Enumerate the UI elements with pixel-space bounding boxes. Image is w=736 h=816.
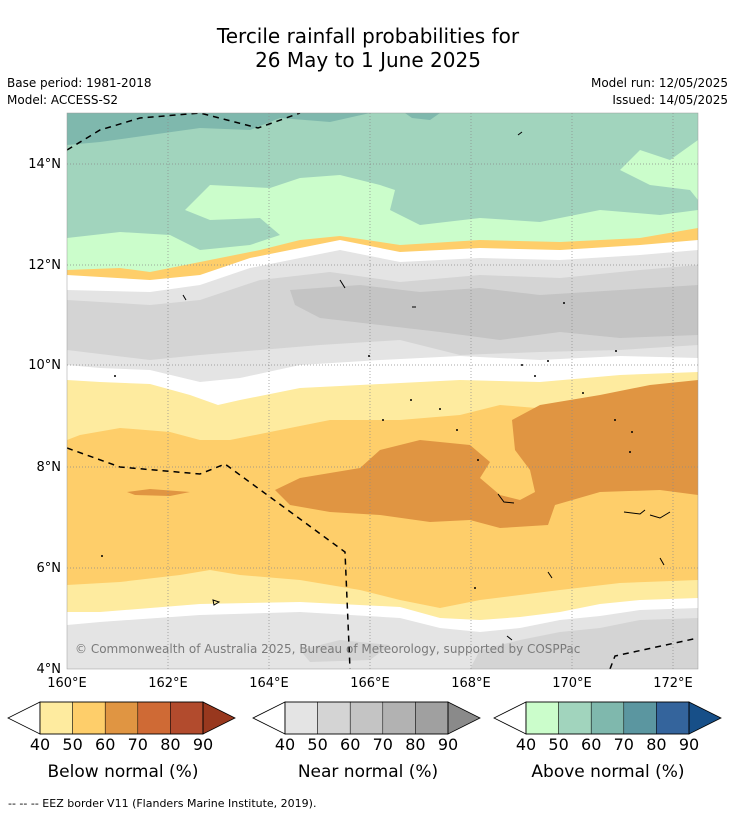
colorbar-tick-label: 70 — [128, 735, 148, 754]
colorbar-tick-label: 40 — [275, 735, 295, 754]
map-fill: © Commonwealth of Australia 2025, Bureau… — [67, 113, 698, 669]
islands — [182, 131, 671, 641]
latitude-label: 4°N — [37, 662, 62, 677]
longitude-label: 168°E — [451, 676, 491, 691]
colorbar-tick-label: 90 — [193, 735, 213, 754]
colorbar-swatch — [623, 701, 657, 735]
colorbar-tick-label: 60 — [340, 735, 360, 754]
colorbar-extend-high — [202, 701, 236, 735]
colorbar: 40 50 60 70 80 90 — [493, 701, 722, 754]
colorbar-tick-label: 80 — [646, 735, 666, 754]
probability-map: © Commonwealth of Australia 2025, Bureau… — [28, 112, 699, 691]
below-normal-colorbar-title: Below normal (%) — [47, 762, 199, 782]
colorbar-tick-label: 80 — [160, 735, 180, 754]
colorbar-extend-low — [7, 701, 41, 735]
colorbar-extend-low — [252, 701, 286, 735]
model-run-label: Model run: 12/05/2025 — [590, 76, 728, 90]
latitude-label: 12°N — [28, 258, 61, 273]
colorbar-tick-label: 50 — [548, 735, 568, 754]
colorbar-frame — [39, 701, 204, 735]
colorbar-swatch — [525, 701, 559, 735]
colorbar-swatch — [72, 701, 106, 735]
no-signal-band-middle — [67, 356, 698, 410]
longitude-label: 170°E — [552, 676, 592, 691]
colorbar-swatch — [137, 701, 171, 735]
colorbar-extend-low — [493, 701, 527, 735]
colorbars: 40 50 60 70 80 90 40 50 60 70 80 90 40 50 60 70 80 90 — [7, 701, 722, 754]
colorbar-swatch — [382, 701, 416, 735]
above-normal-60-patch — [405, 113, 440, 120]
model-label: Model: ACCESS-S2 — [7, 93, 119, 107]
colorbar-tick-label: 70 — [614, 735, 634, 754]
latitude-label: 6°N — [37, 561, 62, 576]
longitude-label: 172°E — [653, 676, 693, 691]
chart-title-line2: 26 May to 1 June 2025 — [255, 48, 481, 72]
colorbar-frame — [525, 701, 690, 735]
below-normal-40-north — [67, 372, 698, 440]
colorbar-swatch — [39, 701, 73, 735]
colorbar-extend-high — [688, 701, 722, 735]
colorbar-frame — [284, 701, 449, 735]
colorbar-swatch — [170, 701, 204, 735]
issued-label: Issued: 14/05/2025 — [612, 93, 728, 107]
colorbar-tick-label: 50 — [307, 735, 327, 754]
colorbar-swatch — [317, 701, 351, 735]
colorbar-swatch — [590, 701, 625, 735]
above-normal-60-zone — [67, 113, 370, 145]
above-normal-colorbar-title: Above normal (%) — [531, 762, 685, 782]
longitude-label: 166°E — [350, 676, 390, 691]
colorbar-swatch — [558, 701, 592, 735]
island-dots — [101, 302, 633, 589]
colorbar-swatch — [284, 701, 318, 735]
near-normal-50-south-patch — [300, 640, 390, 662]
near-normal-50-south — [470, 618, 698, 669]
longitude-label: 164°E — [249, 676, 289, 691]
above-normal-50-zone — [67, 113, 698, 250]
colorbar-tick-label: 40 — [516, 735, 536, 754]
below-normal-60-zone — [275, 380, 698, 528]
colorbar-tick-label: 90 — [679, 735, 699, 754]
chart-title-line1: Tercile rainfall probabilities for — [216, 24, 520, 48]
map-frame — [66, 112, 699, 670]
colorbar-tick-label: 60 — [581, 735, 601, 754]
near-normal-60-zone — [290, 285, 698, 340]
latitude-label: 8°N — [37, 460, 62, 475]
latitude-label: 10°N — [28, 358, 61, 373]
base-period-label: Base period: 1981-2018 — [7, 76, 152, 90]
longitude-label: 160°E — [47, 676, 87, 691]
colorbar-extend-high — [447, 701, 481, 735]
colorbar-tick-label: 70 — [373, 735, 393, 754]
colorbar-tick-label: 80 — [405, 735, 425, 754]
colorbar-tick-label: 40 — [30, 735, 50, 754]
latitude-label: 14°N — [28, 157, 61, 172]
colorbar-swatch — [104, 701, 139, 735]
colorbar-tick-label: 60 — [95, 735, 115, 754]
colorbar-tick-label: 50 — [62, 735, 82, 754]
colorbar-swatch — [349, 701, 384, 735]
below-normal-40-south — [67, 570, 698, 628]
copyright-notice: © Commonwealth of Australia 2025, Bureau… — [75, 642, 580, 656]
eez-legend: -- -- -- EEZ border V11 (Flanders Marine… — [8, 797, 317, 810]
latitude-labels: 14°N 12°N 10°N 8°N 6°N 4°N — [28, 157, 61, 677]
colorbar: 40 50 60 70 80 90 — [7, 701, 236, 754]
eez-border — [67, 113, 698, 669]
colorbar-tick-label: 90 — [438, 735, 458, 754]
longitude-label: 162°E — [148, 676, 188, 691]
colorbar-swatch — [415, 701, 449, 735]
colorbar: 40 50 60 70 80 90 — [252, 701, 481, 754]
longitude-labels: 160°E 162°E 164°E 166°E 168°E 170°E 172°E — [47, 676, 693, 691]
below-normal-60-patch — [127, 489, 190, 496]
grid — [67, 113, 698, 669]
near-normal-colorbar-title: Near normal (%) — [297, 762, 439, 782]
colorbar-swatch — [656, 701, 690, 735]
